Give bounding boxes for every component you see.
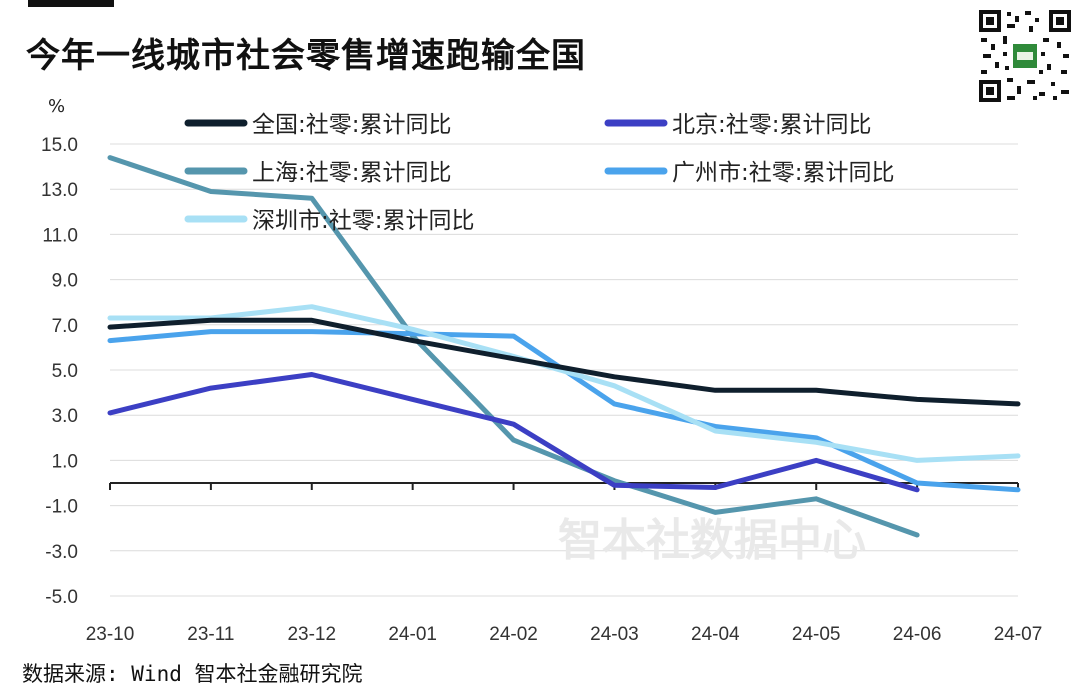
- legend-entry: 全国:社零:累计同比: [252, 112, 452, 138]
- x-tick-label: 24-02: [489, 624, 538, 645]
- chart-title: 今年一线城市社会零售增速跑输全国: [26, 36, 586, 76]
- data-source-note: 数据来源: Wind 智本社金融研究院: [22, 662, 363, 686]
- x-tick-label: 23-11: [187, 624, 234, 645]
- watermark: 智本社数据中心: [558, 515, 866, 566]
- legend-entry: 北京:社零:累计同比: [672, 112, 872, 138]
- x-tick-label: 24-04: [691, 624, 740, 645]
- x-tick-label: 24-05: [792, 624, 841, 645]
- x-tick-label: 23-12: [287, 624, 336, 645]
- series-line: [107, 329, 1021, 493]
- y-tick-label: -3.0: [45, 542, 78, 563]
- y-tick-label: 15.0: [41, 135, 78, 156]
- x-tick-label: 24-06: [893, 624, 942, 645]
- y-axis-unit-label: %: [48, 96, 65, 117]
- title-accent-bar: [28, 0, 114, 7]
- y-tick-label: 11.0: [42, 225, 78, 246]
- legend-entry: 深圳市:社零:累计同比: [252, 208, 475, 234]
- legend-entry: 上海:社零:累计同比: [252, 160, 452, 186]
- y-tick-label: 7.0: [52, 316, 78, 337]
- legend-entry: 广州市:社零:累计同比: [672, 160, 895, 186]
- y-tick-label: -5.0: [45, 587, 78, 608]
- x-tick-label: 24-07: [994, 624, 1043, 645]
- y-tick-label: 13.0: [41, 180, 78, 201]
- y-tick-label: -1.0: [45, 497, 78, 518]
- series-line: [107, 304, 1021, 463]
- series-line: [107, 155, 920, 538]
- x-tick-label: 24-03: [590, 624, 639, 645]
- series-line: [107, 317, 1021, 407]
- qr-code-icon: [977, 8, 1073, 104]
- y-tick-label: 5.0: [52, 361, 78, 382]
- y-tick-label: 9.0: [52, 271, 78, 292]
- y-tick-label: 1.0: [52, 451, 78, 472]
- series-line: [107, 372, 920, 493]
- x-tick-label: 24-01: [388, 624, 437, 645]
- x-tick-label: 23-10: [86, 624, 135, 645]
- y-tick-label: 3.0: [52, 406, 78, 427]
